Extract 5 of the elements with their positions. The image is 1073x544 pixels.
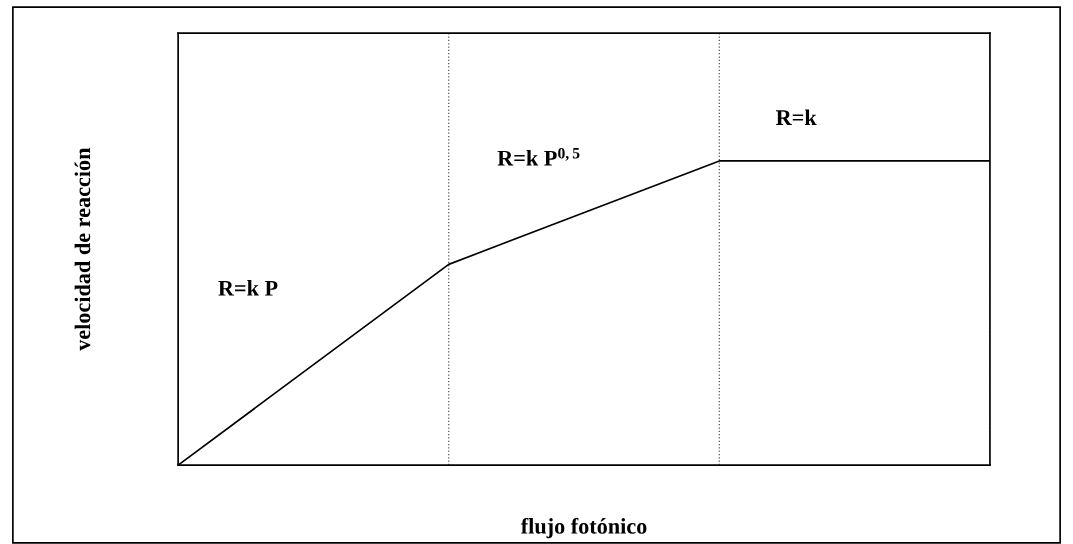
y-axis-title: velocidad de reacción (74, 147, 91, 351)
annotation: R=k P (218, 280, 278, 296)
annotation: R=k P$^{0,5}$ (497, 147, 580, 166)
text: R=k (776, 109, 817, 125)
x-axis-title: flujo fotónico (520, 517, 647, 539)
